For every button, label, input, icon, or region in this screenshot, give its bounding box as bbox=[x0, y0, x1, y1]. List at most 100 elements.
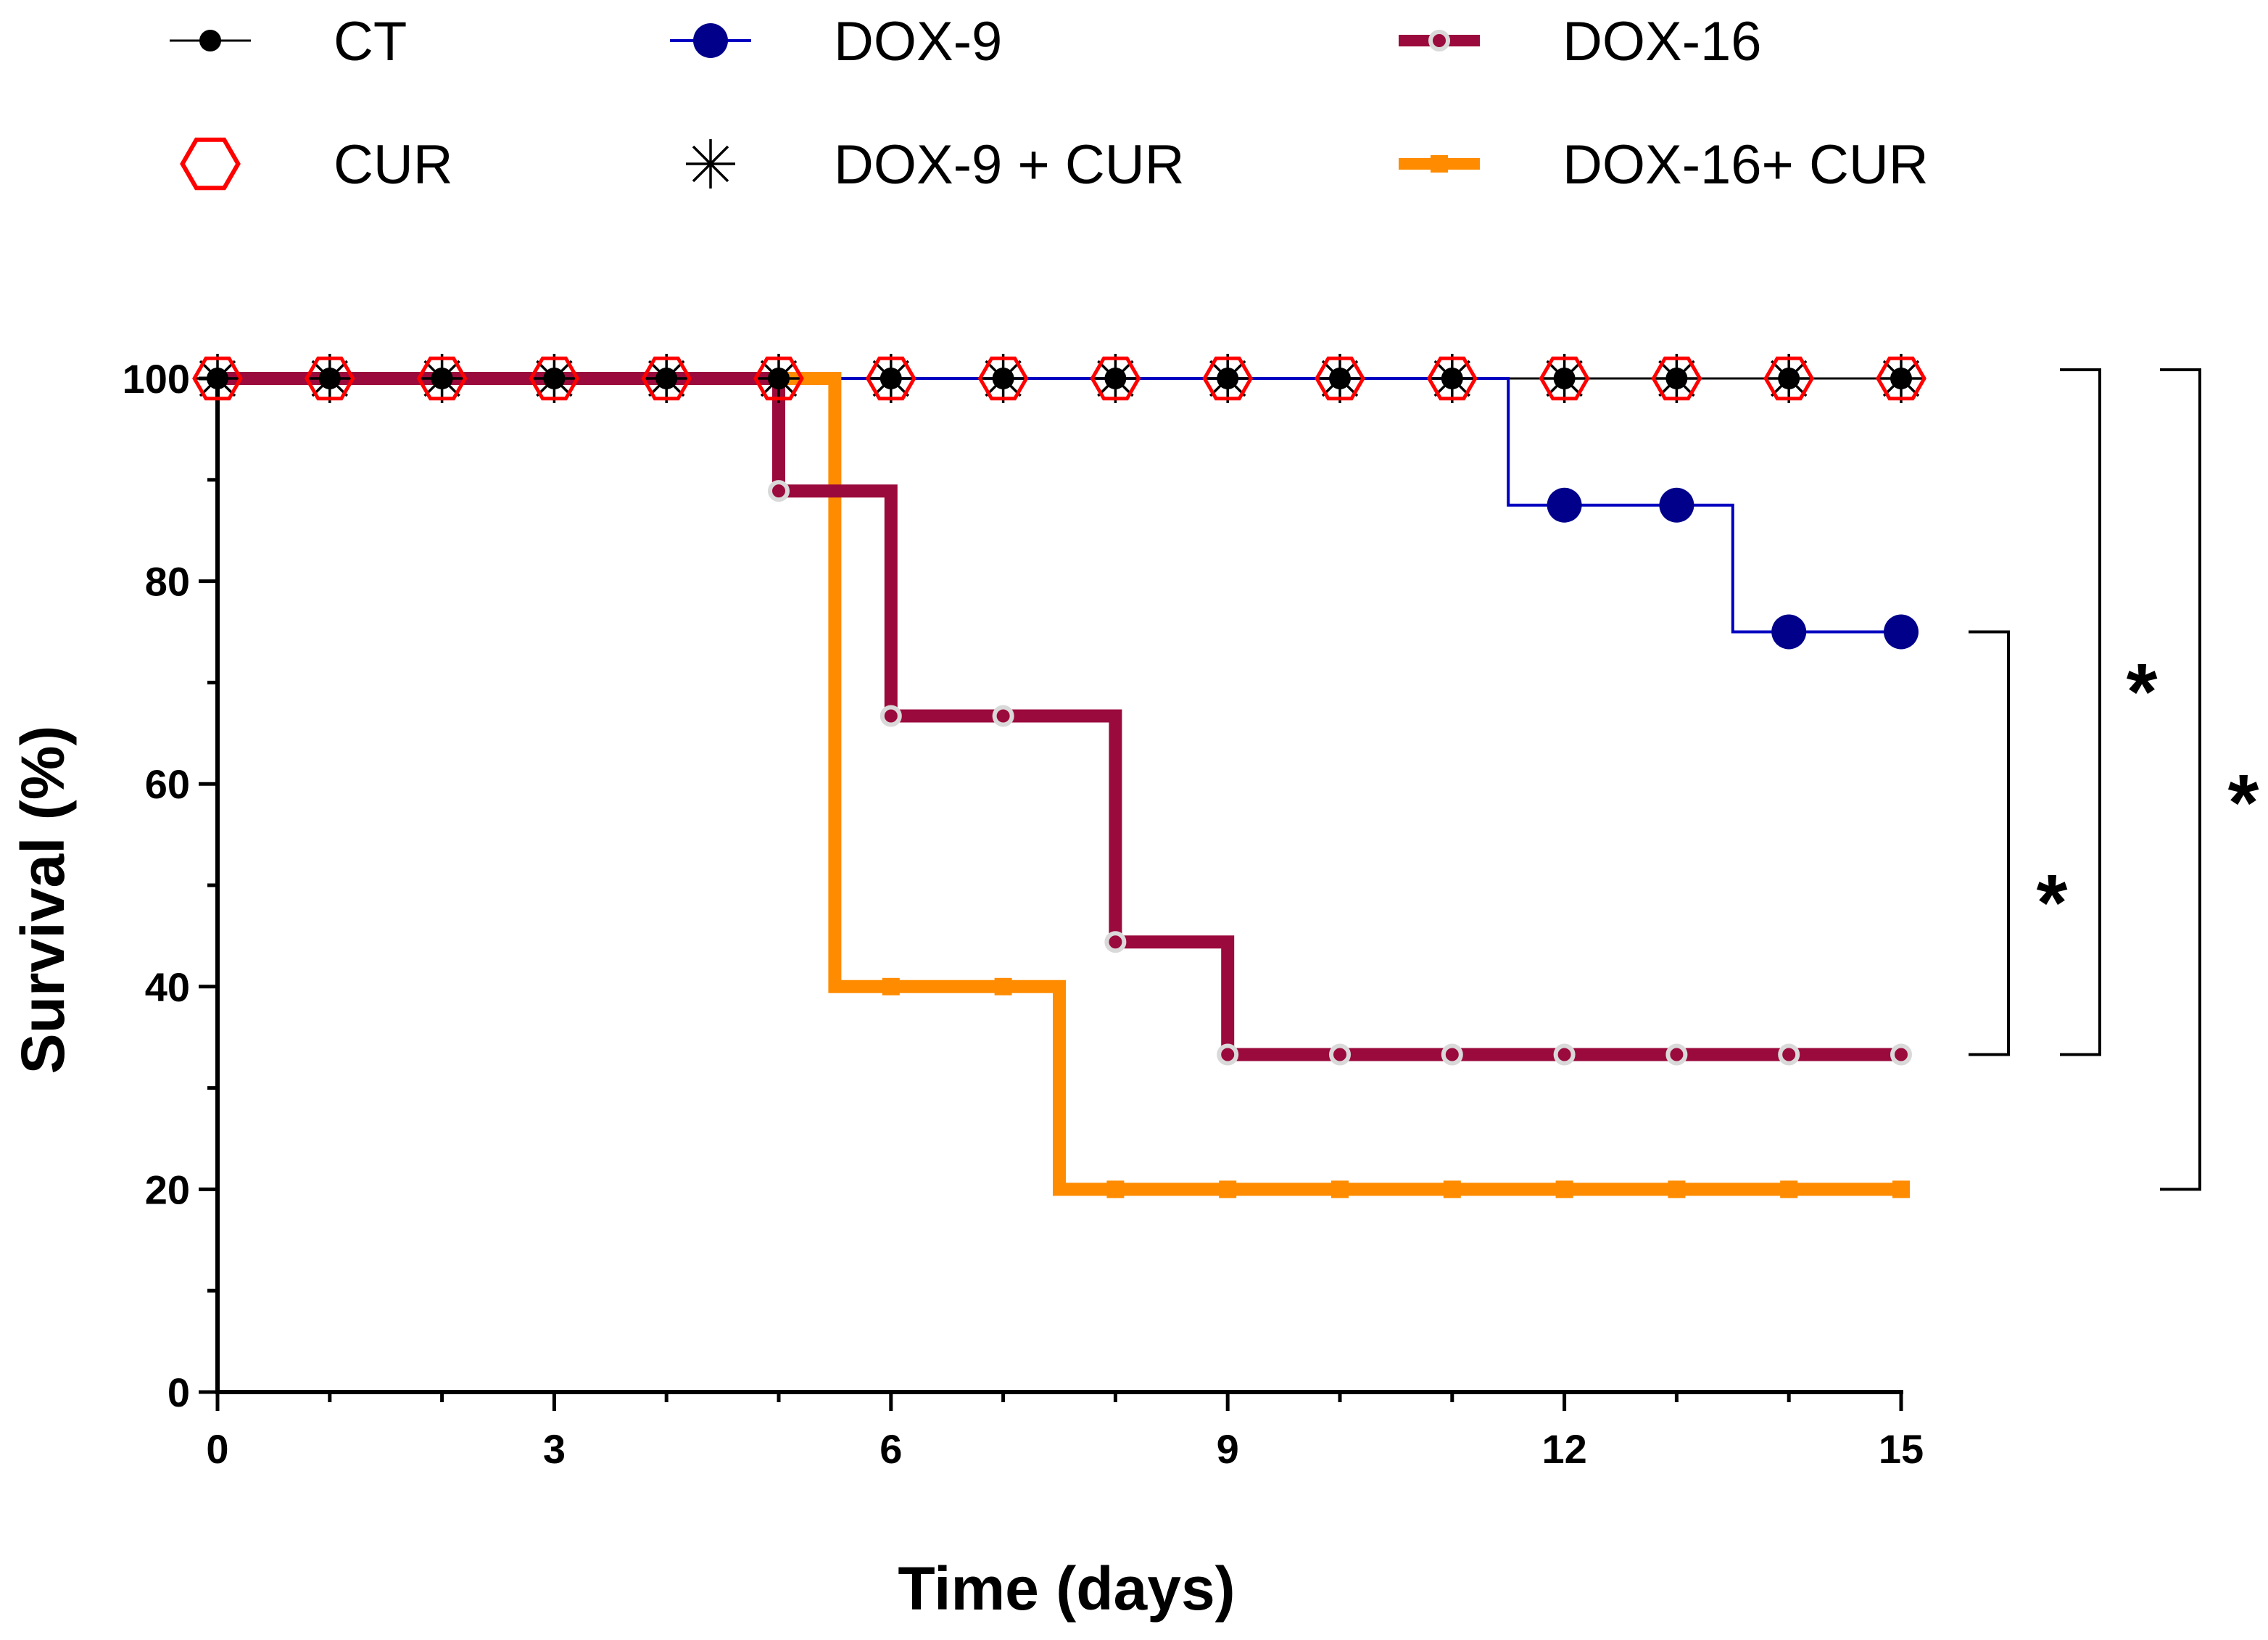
significance-annotations: * * * bbox=[1969, 368, 2259, 1191]
marker-dox-16-5 bbox=[1329, 1043, 1351, 1066]
marker-ct-7 bbox=[992, 368, 1014, 389]
marker-cur-11 bbox=[1426, 356, 1478, 401]
marker-ct-4 bbox=[655, 368, 678, 389]
marker-dox-16-cur-8 bbox=[1780, 1180, 1798, 1198]
x-tick-label-12: 12 bbox=[1541, 1426, 1586, 1472]
marker-dox-16-cur-2 bbox=[1106, 1180, 1125, 1198]
marker-ct-2 bbox=[431, 368, 453, 389]
marker-cur-8 bbox=[1090, 356, 1141, 401]
marker-dox-9-3 bbox=[1884, 614, 1919, 650]
y-axis-title: Survival (%) bbox=[9, 726, 77, 1074]
series-line-dox-9 bbox=[218, 377, 1901, 634]
legend-item-dox-16: DOX-16 bbox=[1399, 11, 1762, 73]
marker-ct-12 bbox=[1553, 368, 1576, 389]
marker-dox-16-8 bbox=[1665, 1043, 1688, 1066]
marker-ct-14 bbox=[1778, 368, 1800, 389]
legend-label-dox-16-cur: DOX-16+ CUR bbox=[1563, 134, 1929, 196]
x-tick-label-9: 9 bbox=[1217, 1426, 1239, 1472]
marker-ct-8 bbox=[1104, 368, 1127, 389]
legend-label-ct: CT bbox=[334, 11, 407, 73]
marker-dox-16-7 bbox=[1553, 1043, 1576, 1066]
x-axis-title: Time (days) bbox=[898, 1554, 1235, 1623]
marker-cur-9 bbox=[1202, 356, 1254, 401]
marker-dox-16-1 bbox=[880, 705, 902, 727]
significance-bracket-3 bbox=[2160, 368, 2201, 1191]
significance-bracket-1 bbox=[1969, 630, 2010, 1056]
y-tick-label-60: 60 bbox=[145, 761, 190, 807]
marker-cur-2 bbox=[416, 356, 468, 401]
axes: 0 20 40 60 80 100 0 3 6 9 12 15 bbox=[123, 356, 1924, 1472]
legend-marker-dox-16-cur bbox=[1431, 155, 1448, 173]
marker-dox-9-1 bbox=[1659, 487, 1694, 523]
marker-ct-5 bbox=[768, 368, 790, 389]
marker-cur-6 bbox=[865, 356, 916, 401]
legend-label-dox-9: DOX-9 bbox=[834, 11, 1002, 73]
marker-dox-16-0 bbox=[768, 480, 790, 502]
significance-star-3: * bbox=[2228, 758, 2259, 848]
marker-dox-16-cur-4 bbox=[1331, 1180, 1349, 1198]
marker-dox-16-6 bbox=[1441, 1043, 1463, 1066]
marker-dox-16-cur-5 bbox=[1443, 1180, 1461, 1198]
series-lines bbox=[218, 372, 1901, 1196]
marker-cur-13 bbox=[1651, 356, 1702, 401]
y-tick-label-0: 0 bbox=[167, 1370, 190, 1415]
marker-cur-10 bbox=[1315, 356, 1365, 401]
series-markers bbox=[192, 354, 1926, 1198]
marker-dox-16-10 bbox=[1890, 1043, 1912, 1066]
legend-item-dox-9-cur: DOX-9 + CUR bbox=[686, 134, 1185, 196]
y-tick-label-20: 20 bbox=[145, 1167, 190, 1212]
legend-marker-cur bbox=[180, 137, 241, 191]
significance-star-1: * bbox=[2037, 858, 2068, 948]
marker-cur-12 bbox=[1539, 356, 1590, 401]
marker-ct-3 bbox=[543, 368, 566, 389]
marker-dox-16-3 bbox=[1104, 931, 1127, 953]
marker-dox-16-cur-9 bbox=[1892, 1180, 1910, 1198]
marker-cur-14 bbox=[1763, 356, 1815, 401]
x-tick-label-3: 3 bbox=[543, 1426, 566, 1472]
significance-star-2: * bbox=[2127, 647, 2158, 737]
x-tick-label-0: 0 bbox=[206, 1426, 228, 1472]
marker-dox-16-cur-1 bbox=[994, 977, 1012, 995]
marker-ct-11 bbox=[1441, 368, 1463, 389]
marker-ct-9 bbox=[1217, 368, 1239, 389]
marker-cur-7 bbox=[977, 356, 1029, 401]
y-tick-label-80: 80 bbox=[145, 559, 190, 605]
legend-marker-dox-16 bbox=[1428, 30, 1450, 51]
marker-dox-16-4 bbox=[1217, 1043, 1239, 1066]
marker-ct-13 bbox=[1665, 368, 1688, 389]
marker-cur-4 bbox=[641, 356, 692, 401]
marker-ct-15 bbox=[1890, 368, 1912, 389]
legend-label-dox-9-cur: DOX-9 + CUR bbox=[834, 134, 1185, 196]
y-tick-label-100: 100 bbox=[123, 356, 190, 402]
marker-cur-0 bbox=[192, 356, 243, 401]
marker-dox-9-2 bbox=[1771, 614, 1807, 650]
legend: CT DOX-9 DOX-16 CUR DOX-9 + CUR DOX-16+ CUR bbox=[170, 11, 1929, 196]
legend-item-ct: CT bbox=[170, 11, 407, 73]
marker-ct-0 bbox=[207, 368, 228, 389]
marker-dox-16-cur-7 bbox=[1668, 1180, 1686, 1198]
marker-cur-3 bbox=[529, 356, 580, 401]
marker-ct-1 bbox=[318, 368, 341, 389]
legend-item-dox-16-cur: DOX-16+ CUR bbox=[1399, 134, 1929, 196]
marker-dox-9-0 bbox=[1547, 487, 1582, 523]
legend-marker-dox-9 bbox=[693, 23, 728, 58]
legend-label-cur: CUR bbox=[334, 134, 453, 196]
y-tick-label-40: 40 bbox=[145, 964, 190, 1010]
marker-ct-6 bbox=[880, 368, 902, 389]
legend-item-dox-9: DOX-9 bbox=[670, 11, 1002, 73]
series-line-dox-16-cur bbox=[218, 372, 1901, 1196]
marker-cur-15 bbox=[1876, 356, 1926, 401]
legend-label-dox-16: DOX-16 bbox=[1563, 11, 1762, 73]
marker-ct-10 bbox=[1329, 368, 1351, 389]
legend-marker-ct bbox=[199, 30, 221, 51]
marker-dox-16-2 bbox=[992, 705, 1014, 727]
x-tick-label-15: 15 bbox=[1879, 1426, 1924, 1472]
marker-dox-16-cur-3 bbox=[1219, 1180, 1237, 1198]
marker-dox-16-cur-6 bbox=[1555, 1180, 1573, 1198]
marker-cur-5 bbox=[753, 356, 804, 401]
marker-dox-16-cur-0 bbox=[882, 977, 900, 995]
legend-item-cur: CUR bbox=[180, 134, 453, 196]
series-line-dox-16 bbox=[218, 372, 1901, 1061]
significance-bracket-2 bbox=[2060, 368, 2101, 1056]
